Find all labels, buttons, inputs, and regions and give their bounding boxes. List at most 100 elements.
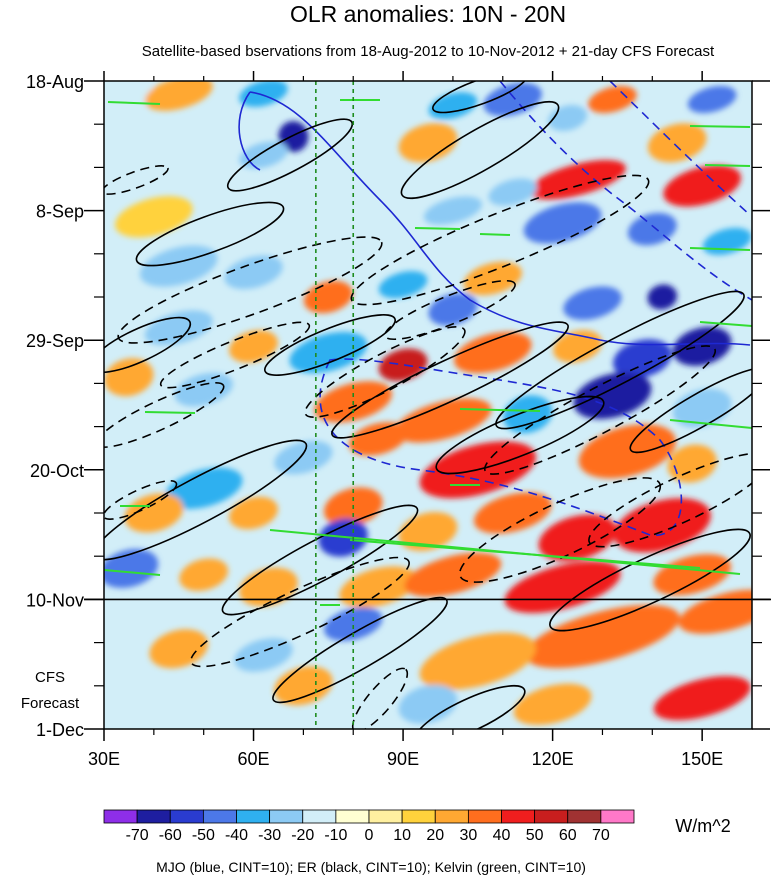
anomaly-blob	[398, 512, 458, 552]
colorbar-label: -20	[291, 827, 314, 844]
er-contour-negative	[350, 174, 650, 306]
er-contour-negative	[104, 382, 225, 448]
er-contour-positive	[135, 201, 285, 267]
forecast-label-line-2: Forecast	[21, 695, 80, 712]
er-contour-positive	[495, 290, 745, 430]
colorbar-swatch	[600, 809, 635, 824]
y-tick-label: 1-Dec	[36, 720, 84, 740]
x-axis: 30E 60E 90E 120E 150E	[88, 71, 723, 769]
colorbar-label: 20	[426, 827, 444, 844]
kelvin-contour	[144, 411, 196, 414]
anomaly-blob	[234, 638, 293, 672]
anomaly-blob	[179, 558, 229, 591]
er-contour-negative	[190, 556, 410, 668]
anomaly-blob	[663, 165, 741, 207]
er-contour-negative	[159, 321, 311, 389]
er-contour-positive	[221, 504, 419, 616]
colorbar-swatch	[202, 809, 237, 824]
anomaly-blob	[149, 629, 209, 669]
anomaly-blob	[578, 424, 676, 479]
forecast-label-line-1: CFS	[35, 669, 65, 686]
anomaly-blob	[488, 178, 538, 206]
kelvin-contour	[459, 408, 541, 412]
colorbar-swatch	[269, 809, 304, 824]
colorbar-swatch	[236, 809, 271, 824]
anomaly-blob	[378, 271, 428, 299]
anomaly-blob	[398, 123, 458, 163]
anomaly-blob	[115, 418, 193, 460]
colorbar-swatch	[169, 809, 204, 824]
anomaly-blob	[525, 604, 680, 668]
er-contour-positive	[104, 439, 308, 561]
kelvin-contour	[349, 539, 701, 569]
anomaly-blob	[164, 467, 243, 509]
er-contour-positive	[432, 81, 528, 114]
colorbar-label: 40	[493, 827, 511, 844]
colorbar-swatch	[335, 809, 370, 824]
anomaly-blob	[513, 683, 592, 725]
colorbar-label: 10	[393, 827, 411, 844]
anomaly-blob	[224, 255, 283, 290]
colorbar-swatch	[401, 809, 436, 824]
anomaly-blob	[378, 348, 428, 382]
anomaly-blob	[573, 372, 652, 420]
y-tick-label: 29-Sep	[26, 331, 84, 351]
anomaly-blob	[139, 245, 218, 287]
chart-footer: MJO (blue, CINT=10); ER (black, CINT=10)…	[156, 859, 586, 875]
anomaly-blob	[588, 85, 637, 114]
kelvin-contour	[699, 321, 752, 327]
kelvin-contours	[104, 99, 752, 606]
y-tick-label: 8-Sep	[36, 202, 84, 222]
kelvin-contour	[689, 247, 751, 251]
plot-area	[104, 81, 752, 729]
plot-frame	[103, 80, 753, 730]
colorbar-label: 0	[365, 827, 374, 844]
anomaly-blob	[104, 85, 158, 114]
anomaly-blob	[613, 339, 672, 379]
colorbar-swatch	[567, 809, 602, 824]
colorbar-swatch	[302, 809, 337, 824]
anomaly-blob	[229, 496, 278, 530]
anomaly-blob	[104, 358, 154, 397]
colorbar-label: -40	[225, 827, 248, 844]
colorbar-label: -10	[324, 827, 347, 844]
anomaly-blob	[653, 676, 751, 721]
colorbar-swatch	[534, 809, 569, 824]
kelvin-contour	[414, 227, 461, 230]
er-contour-negative	[104, 165, 169, 195]
anomaly-blob	[503, 395, 553, 434]
anomaly-blob	[647, 123, 707, 163]
anomaly-blob	[115, 196, 193, 238]
mjo-contour-positive	[249, 91, 751, 346]
anomaly-blob	[144, 310, 213, 346]
x-tick-label: 120E	[532, 749, 574, 769]
y-tick-label: 10-Nov	[26, 590, 84, 610]
colorbar-label: 50	[526, 827, 544, 844]
chart-subtitle: Satellite-based bservations from 18-Aug-…	[142, 43, 715, 60]
anomaly-blob	[124, 493, 184, 533]
anomaly-blob	[289, 331, 368, 374]
y-axis: 18-Aug 8-Sep 29-Sep 20-Oct 10-Nov 1-Dec	[26, 72, 770, 740]
er-contour-negative	[104, 480, 178, 520]
er-contour-positive	[104, 316, 192, 374]
colorbar-label: -30	[258, 827, 281, 844]
anomaly-blob	[419, 632, 536, 690]
anomaly-blob	[404, 552, 502, 597]
x-tick-label: 60E	[238, 749, 270, 769]
kelvin-contour	[669, 419, 752, 429]
chart-title: OLR anomalies: 10N - 20N	[290, 1, 566, 27]
mjo-contour-positive	[238, 91, 261, 171]
colorbar-swatch	[103, 809, 138, 824]
er-contour-positive	[400, 100, 560, 200]
colorbar-swatch	[467, 809, 502, 824]
er-contour-negative	[351, 667, 409, 729]
anomaly-blob	[339, 566, 417, 608]
anomaly-blob	[523, 202, 602, 244]
anomaly-blob	[278, 121, 309, 152]
er-contour-positive	[331, 321, 569, 439]
anomaly-blob	[483, 82, 542, 117]
colorbar-swatch	[136, 809, 171, 824]
kelvin-contour	[104, 569, 161, 576]
y-tick-label: 20-Oct	[30, 461, 84, 481]
